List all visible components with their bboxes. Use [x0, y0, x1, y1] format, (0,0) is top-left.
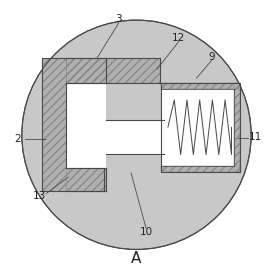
Bar — [161, 83, 240, 89]
Bar — [161, 89, 234, 166]
Bar — [161, 166, 240, 172]
Bar — [161, 83, 240, 172]
Bar — [66, 58, 106, 83]
Bar — [66, 58, 160, 83]
Text: A: A — [131, 251, 142, 266]
Bar — [106, 120, 164, 154]
Bar — [66, 167, 106, 191]
Bar — [66, 58, 160, 83]
Bar — [161, 166, 240, 172]
Bar — [66, 167, 106, 191]
Bar — [42, 58, 66, 191]
Bar — [66, 167, 104, 191]
Bar — [161, 83, 240, 89]
Bar — [161, 83, 240, 172]
Circle shape — [22, 20, 251, 249]
Bar — [66, 58, 106, 83]
Text: 12: 12 — [172, 33, 185, 43]
Bar — [42, 58, 106, 191]
Text: 10: 10 — [140, 227, 153, 237]
Text: 13: 13 — [33, 191, 46, 201]
Bar — [42, 58, 66, 191]
Text: 3: 3 — [115, 14, 122, 24]
Text: 2: 2 — [14, 134, 21, 144]
Bar — [234, 83, 240, 172]
Bar — [234, 83, 240, 172]
Text: 11: 11 — [249, 133, 262, 142]
Bar — [66, 167, 104, 191]
Text: 9: 9 — [208, 52, 215, 62]
